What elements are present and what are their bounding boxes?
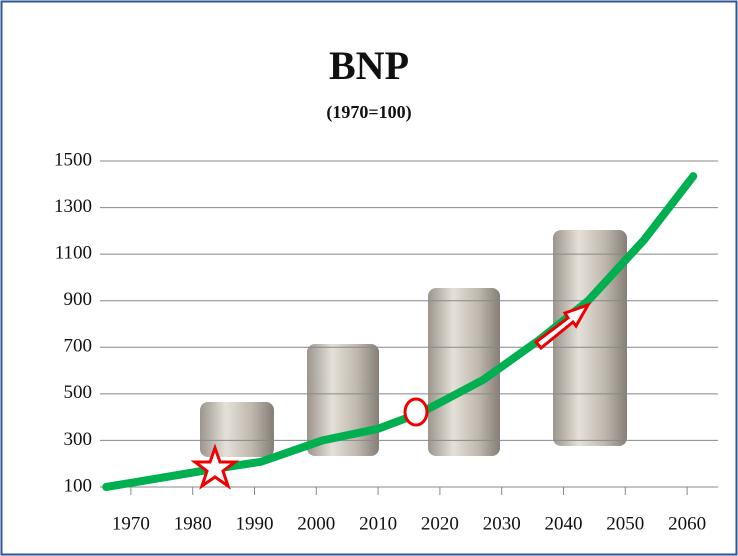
circle-marker (405, 399, 427, 425)
y-tick-label: 1300 (54, 196, 92, 217)
y-tick-label: 1500 (54, 149, 92, 170)
x-tick-label: 2040 (545, 513, 583, 534)
chart-title: BNP (329, 43, 409, 88)
chart: BNP (1970=100) 100 300 500 700 900 1100 1300 15… (0, 0, 738, 556)
x-tick-label: 2000 (297, 513, 335, 534)
y-tick-label: 900 (64, 289, 93, 310)
y-tick-label: 700 (64, 336, 93, 357)
x-tick-label: 2020 (421, 513, 459, 534)
x-tick-label: 2030 (483, 513, 521, 534)
x-tick-label: 1990 (236, 513, 274, 534)
chart-subtitle: (1970=100) (326, 102, 411, 123)
y-tick-label: 500 (64, 382, 93, 403)
y-tick-label: 100 (64, 475, 93, 496)
x-tick-label: 2050 (606, 513, 644, 534)
x-tick-label: 1980 (174, 513, 212, 534)
y-tick-label: 1100 (55, 243, 92, 264)
x-tick-label: 2010 (359, 513, 397, 534)
y-tick-label: 300 (64, 429, 93, 450)
x-tick-label: 1970 (112, 513, 150, 534)
x-tick-label: 2060 (668, 513, 706, 534)
